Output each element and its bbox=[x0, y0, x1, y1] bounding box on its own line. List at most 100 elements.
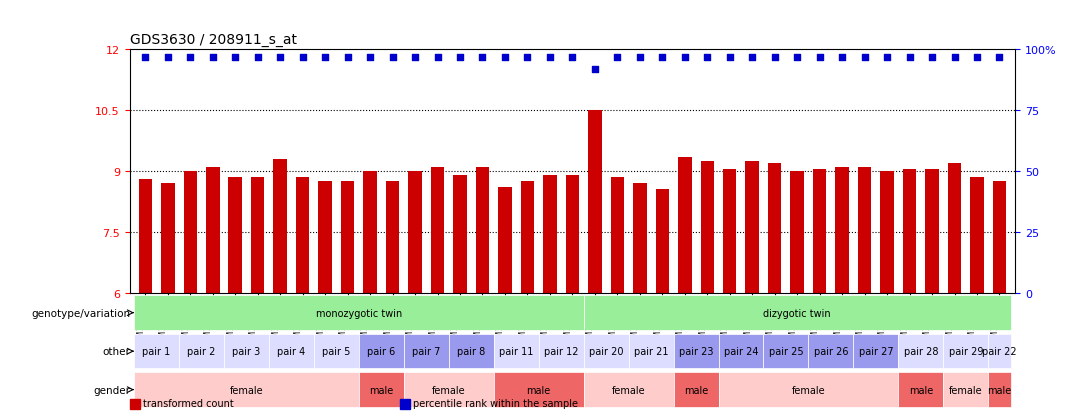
Point bbox=[901, 55, 918, 61]
FancyBboxPatch shape bbox=[583, 334, 629, 368]
Bar bbox=[229, 178, 242, 294]
FancyBboxPatch shape bbox=[134, 296, 583, 330]
FancyBboxPatch shape bbox=[494, 373, 583, 407]
Bar bbox=[791, 172, 804, 294]
Bar bbox=[543, 176, 556, 294]
FancyBboxPatch shape bbox=[809, 334, 853, 368]
FancyBboxPatch shape bbox=[134, 334, 179, 368]
Bar bbox=[251, 178, 265, 294]
Text: pair 2: pair 2 bbox=[187, 347, 216, 356]
FancyBboxPatch shape bbox=[359, 334, 404, 368]
Bar bbox=[745, 161, 759, 294]
Text: female: female bbox=[432, 385, 465, 395]
FancyBboxPatch shape bbox=[899, 373, 943, 407]
Bar bbox=[319, 182, 332, 294]
Text: pair 11: pair 11 bbox=[499, 347, 534, 356]
Text: pair 20: pair 20 bbox=[589, 347, 623, 356]
Text: male: male bbox=[369, 385, 393, 395]
Bar bbox=[610, 178, 624, 294]
Point bbox=[339, 55, 356, 61]
Text: other: other bbox=[103, 347, 130, 356]
Bar bbox=[273, 159, 287, 294]
Bar bbox=[386, 182, 400, 294]
Point bbox=[518, 55, 536, 61]
Text: pair 4: pair 4 bbox=[278, 347, 306, 356]
Point bbox=[631, 55, 648, 61]
Point bbox=[743, 55, 760, 61]
FancyBboxPatch shape bbox=[269, 334, 314, 368]
Bar bbox=[723, 170, 737, 294]
Point bbox=[990, 55, 1008, 61]
Bar bbox=[926, 170, 939, 294]
Point bbox=[699, 55, 716, 61]
FancyBboxPatch shape bbox=[583, 373, 674, 407]
Bar bbox=[454, 176, 467, 294]
Text: pair 23: pair 23 bbox=[678, 347, 713, 356]
FancyBboxPatch shape bbox=[764, 334, 809, 368]
FancyBboxPatch shape bbox=[943, 373, 988, 407]
Point bbox=[653, 55, 671, 61]
Bar bbox=[206, 168, 219, 294]
Text: genotype/variation: genotype/variation bbox=[31, 308, 130, 318]
Point bbox=[788, 55, 806, 61]
FancyBboxPatch shape bbox=[224, 334, 269, 368]
Bar bbox=[296, 178, 309, 294]
FancyBboxPatch shape bbox=[899, 334, 943, 368]
Bar bbox=[341, 182, 354, 294]
Point bbox=[181, 55, 199, 61]
Bar bbox=[408, 172, 422, 294]
Bar bbox=[633, 184, 647, 294]
Point bbox=[227, 55, 244, 61]
Text: pair 5: pair 5 bbox=[322, 347, 351, 356]
FancyBboxPatch shape bbox=[179, 334, 224, 368]
FancyBboxPatch shape bbox=[674, 373, 718, 407]
FancyBboxPatch shape bbox=[988, 373, 1011, 407]
FancyBboxPatch shape bbox=[853, 334, 899, 368]
Text: pair 26: pair 26 bbox=[813, 347, 848, 356]
Bar bbox=[138, 180, 152, 294]
Text: pair 12: pair 12 bbox=[544, 347, 579, 356]
Bar bbox=[566, 176, 579, 294]
Point bbox=[451, 55, 469, 61]
Point bbox=[384, 55, 402, 61]
Text: pair 24: pair 24 bbox=[724, 347, 758, 356]
FancyBboxPatch shape bbox=[134, 373, 359, 407]
Point bbox=[564, 55, 581, 61]
Point bbox=[474, 55, 491, 61]
Point bbox=[204, 55, 221, 61]
Text: pair 6: pair 6 bbox=[367, 347, 395, 356]
Bar bbox=[476, 168, 489, 294]
FancyBboxPatch shape bbox=[359, 373, 404, 407]
Text: female: female bbox=[611, 385, 646, 395]
Bar bbox=[768, 164, 782, 294]
Point bbox=[676, 55, 693, 61]
Text: percentile rank within the sample: percentile rank within the sample bbox=[413, 399, 578, 408]
Point bbox=[721, 55, 739, 61]
Bar bbox=[836, 168, 849, 294]
Text: female: female bbox=[949, 385, 983, 395]
Point bbox=[609, 55, 626, 61]
Bar bbox=[948, 164, 961, 294]
FancyBboxPatch shape bbox=[404, 373, 494, 407]
Text: pair 7: pair 7 bbox=[413, 347, 441, 356]
Text: female: female bbox=[230, 385, 264, 395]
Text: male: male bbox=[527, 385, 551, 395]
Point bbox=[878, 55, 895, 61]
Bar bbox=[993, 182, 1007, 294]
Point bbox=[316, 55, 334, 61]
Point bbox=[856, 55, 874, 61]
Point bbox=[429, 55, 446, 61]
Point bbox=[834, 55, 851, 61]
Text: pair 21: pair 21 bbox=[634, 347, 669, 356]
FancyBboxPatch shape bbox=[988, 334, 1011, 368]
Point bbox=[137, 55, 154, 61]
Point bbox=[294, 55, 311, 61]
Text: male: male bbox=[908, 385, 933, 395]
Text: gender: gender bbox=[93, 385, 130, 395]
Bar bbox=[903, 170, 916, 294]
Text: male: male bbox=[684, 385, 708, 395]
FancyBboxPatch shape bbox=[314, 334, 359, 368]
Text: pair 3: pair 3 bbox=[232, 347, 260, 356]
Text: pair 27: pair 27 bbox=[859, 347, 893, 356]
Point bbox=[811, 55, 828, 61]
